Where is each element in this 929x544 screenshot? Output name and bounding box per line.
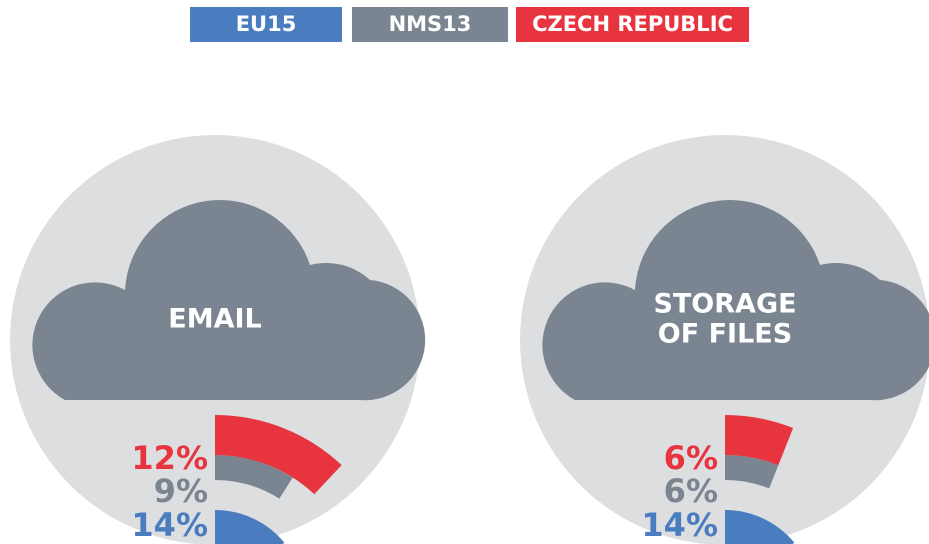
legend-swatch xyxy=(190,7,342,42)
cloud xyxy=(32,200,426,401)
radial-bar xyxy=(725,415,794,466)
cloud xyxy=(542,200,929,401)
radial-bar xyxy=(215,415,342,495)
legend-swatch xyxy=(516,7,749,42)
value-label: 14% xyxy=(131,506,208,544)
chart-title: EMAIL xyxy=(168,304,261,335)
value-label: 9% xyxy=(154,472,208,510)
value-label: 6% xyxy=(664,439,718,477)
radial-bar xyxy=(215,455,293,499)
radial-bar xyxy=(725,455,779,489)
chart: EMAIL 14%9%12% xyxy=(10,135,426,544)
value-label: 6% xyxy=(664,472,718,510)
chart-title: STORAGE xyxy=(653,289,796,320)
chart-title: OF FILES xyxy=(658,319,792,350)
legend-label: NMS13 xyxy=(389,12,472,36)
value-label: 14% xyxy=(641,506,718,544)
legend-label: CZECH REPUBLIC xyxy=(532,12,733,36)
value-label: 12% xyxy=(131,439,208,477)
radial-bar xyxy=(215,510,285,544)
radial-bar xyxy=(725,510,795,544)
legend-label: EU15 xyxy=(236,12,297,36)
legend-swatch xyxy=(352,7,508,42)
